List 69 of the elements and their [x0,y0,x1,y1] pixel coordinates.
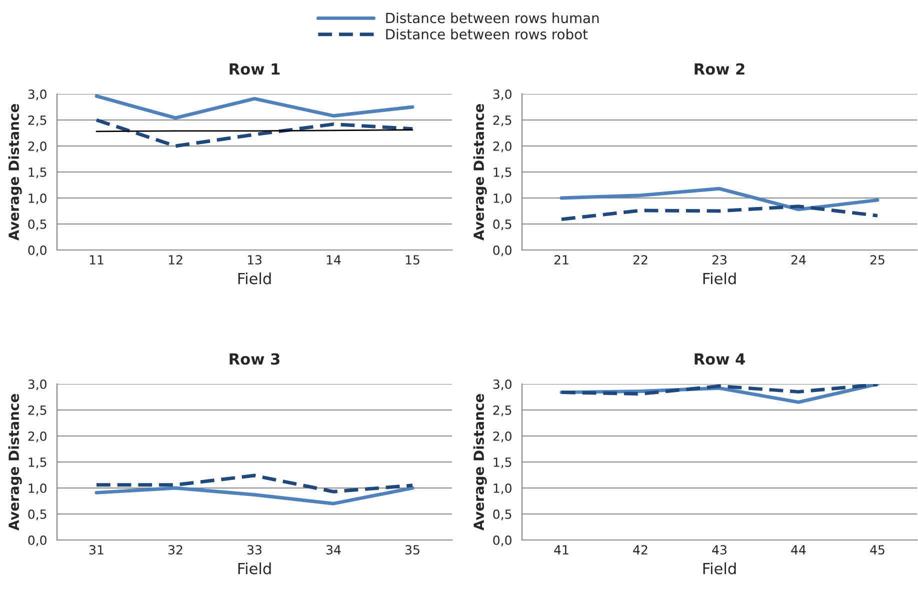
x-tick-label: 22 [633,255,648,264]
y-tick-label: 1,0 [28,483,46,494]
y-tick-label: 0,5 [28,509,46,520]
x-axis-title: Field [238,272,271,284]
y-tick-label: 0,5 [493,509,512,520]
y-tick-label: 1,0 [28,193,46,204]
x-tick-label: 31 [90,545,104,555]
y-tick-label: 3,0 [28,89,46,100]
y-tick-label: 2,5 [493,115,512,126]
y-tick-label: 1,0 [494,193,512,204]
x-tick-label: 13 [248,255,262,265]
y-axis-title: Average Distance [473,394,487,531]
y-tick-label: 1,5 [28,458,46,468]
y-tick-label: 0,5 [493,219,512,230]
legend-label: Distance between rows robot [386,28,588,40]
x-tick-label: 32 [168,545,182,555]
y-tick-label: 3,0 [493,89,512,100]
y-tick-label: 1,0 [494,483,512,494]
x-tick-label: 45 [870,545,884,555]
y-tick-label: 0,0 [493,535,512,546]
y-tick-label: 0,5 [28,219,46,230]
chart-title: Row 3 [230,353,280,365]
y-tick-label: 3,0 [493,379,512,390]
line-series [94,94,414,120]
y-tick-label: 2,0 [493,141,512,152]
x-tick-label: 14 [326,255,341,264]
y-tick-label: 2,5 [493,405,512,416]
x-tick-label: 23 [712,255,726,265]
y-tick-label: 2,5 [28,115,46,126]
line-series [560,204,880,222]
y-tick-label: 0,0 [28,535,46,546]
x-tick-label: 15 [406,255,420,265]
x-axis-title: Field [703,562,736,574]
x-tick-label: 24 [791,255,806,264]
chart-title: Row 4 [694,353,745,365]
chart-title: Row 1 [230,63,280,75]
y-tick-label: 2,5 [28,405,46,416]
x-tick-label: 41 [554,545,568,554]
x-tick-label: 25 [870,255,884,265]
y-tick-label: 2,0 [493,431,512,442]
x-axis-title: Field [238,562,271,574]
y-axis-title: Average Distance [473,104,487,241]
y-tick-label: 0,0 [493,245,512,256]
line-series [94,474,414,494]
x-tick-label: 44 [791,545,806,554]
x-tick-label: 11 [90,255,104,264]
legend-label: Distance between rows human [386,12,599,24]
y-tick-label: 1,5 [28,168,46,178]
x-axis-title: Field [703,272,736,284]
y-tick-label: 0,0 [28,245,46,256]
y-tick-label: 3,0 [28,379,46,390]
x-tick-label: 35 [406,545,420,555]
y-tick-label: 2,0 [28,431,46,442]
y-axis-title: Average Distance [8,394,22,531]
chart-title: Row 2 [694,63,744,75]
x-tick-label: 43 [712,545,726,555]
x-tick-label: 21 [554,255,568,264]
line-series [560,186,880,212]
x-tick-label: 33 [248,545,262,555]
line-series [94,486,414,506]
x-tick-label: 34 [326,545,341,555]
line-series [94,118,414,148]
y-tick-label: 1,5 [494,168,512,178]
y-axis-title: Average Distance [8,104,22,241]
x-tick-label: 12 [168,255,182,264]
y-tick-label: 2,0 [28,141,46,152]
y-tick-label: 1,5 [494,458,512,468]
x-tick-label: 42 [633,545,648,554]
line-series [560,384,880,396]
